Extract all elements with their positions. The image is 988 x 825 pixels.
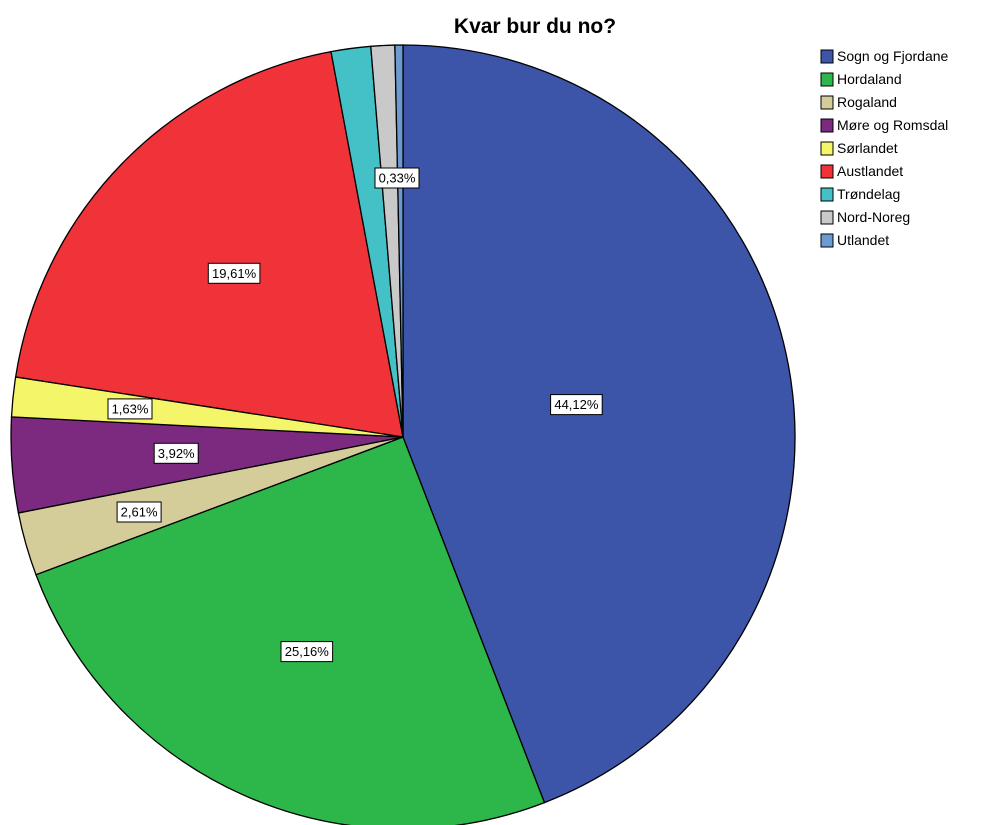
data-label-box-austlandet <box>207 262 261 284</box>
legend-label-nord-noreg: Nord-Noreg <box>837 209 910 225</box>
data-label-utlandet: 0,33% <box>379 171 416 186</box>
pie-slice-hordaland <box>35 436 546 825</box>
legend-label-austlandet: Austlandet <box>837 163 903 179</box>
legend-swatch-nord-noreg <box>820 210 834 225</box>
data-label-more-og-romsdal: 3,92% <box>158 446 195 461</box>
legend-label-more-og-romsdal: Møre og Romsdal <box>837 117 948 133</box>
data-label-austlandet: 19,61% <box>212 266 257 281</box>
legend-label-hordaland: Hordaland <box>837 71 902 87</box>
legend-label-utlandet: Utlandet <box>837 232 889 248</box>
data-label-box-rogaland <box>116 501 162 523</box>
data-label-sorlandet: 1,63% <box>112 401 149 416</box>
chart-title: Kvar bur du no? <box>454 15 616 38</box>
legend-swatch-sorlandet <box>820 141 834 156</box>
pie-slice-sogn-og-fjordane <box>402 44 796 804</box>
data-label-box-sogn-og-fjordane <box>550 394 603 416</box>
pie-slice-utlandet <box>394 44 404 438</box>
legend-label-sogn-og-fjordane: Sogn og Fjordane <box>837 48 949 64</box>
legend-swatch-austlandet <box>820 164 834 179</box>
legend-label-rogaland: Rogaland <box>837 94 897 110</box>
legend: Sogn og Fjordane Hordaland Rogaland Møre og… <box>820 48 949 248</box>
data-label-rogaland: 2,61% <box>121 505 158 520</box>
legend-swatch-utlandet <box>820 233 834 248</box>
legend-label-trondelag: Trøndelag <box>837 186 900 202</box>
legend-swatch-more-og-romsdal <box>820 118 834 133</box>
data-label-box-sorlandet <box>107 398 153 420</box>
data-label-box-utlandet <box>374 167 420 189</box>
data-label-box-more-og-romsdal <box>153 442 199 464</box>
legend-swatch-hordaland <box>820 72 834 87</box>
legend-label-sorlandet: Sørlandet <box>837 140 898 156</box>
legend-swatch-sogn-og-fjordane <box>820 49 834 64</box>
legend-swatch-rogaland <box>820 95 834 110</box>
pie-slice-austlandet <box>14 50 404 438</box>
data-label-sogn-og-fjordane: 44,12% <box>554 397 599 412</box>
data-label-hordaland: 25,16% <box>285 644 330 659</box>
data-label-box-hordaland <box>280 641 334 663</box>
legend-swatch-trondelag <box>820 187 834 202</box>
